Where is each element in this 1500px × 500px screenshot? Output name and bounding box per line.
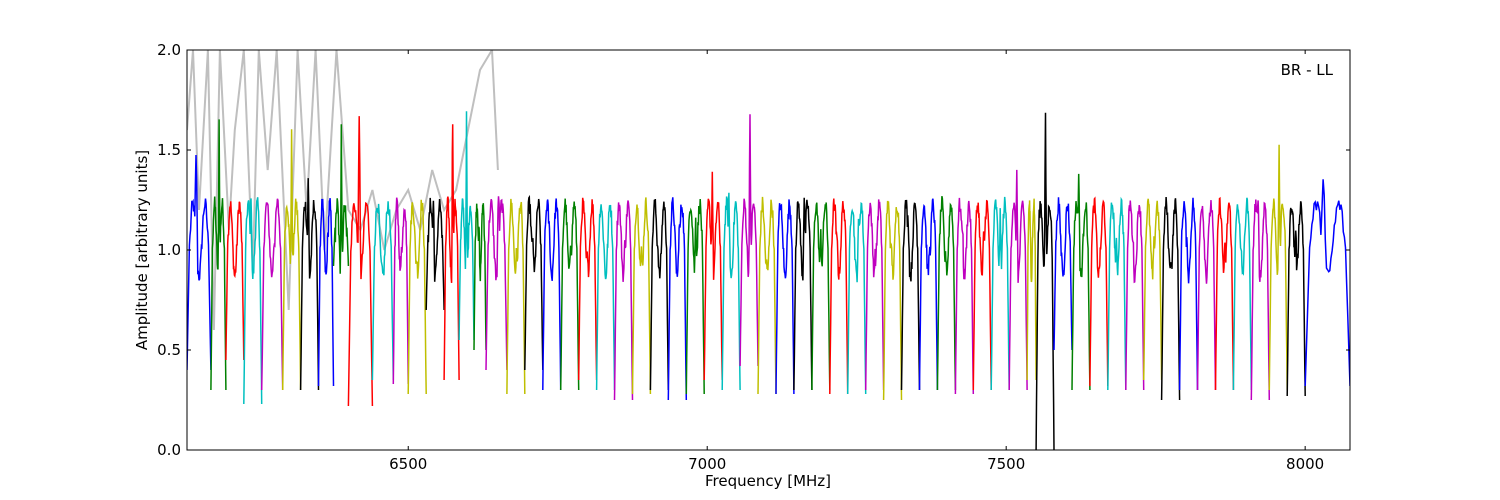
band-segment-trace [918, 198, 939, 391]
x-axis-ticks: 6500 7000 7500 8000 [389, 50, 1324, 473]
band-segment-trace [1304, 179, 1350, 387]
band-segment-trace [954, 197, 975, 395]
band-segment-trace [990, 196, 1010, 391]
band-segment-trace [882, 200, 903, 401]
band-segment-trace [225, 201, 245, 361]
band-segment-trace [846, 201, 867, 395]
band-segment-trace [458, 111, 475, 341]
band-segment-trace [473, 203, 487, 351]
band-segment-trace [1107, 196, 1127, 391]
band-segment-trace [1071, 173, 1091, 391]
band-segment-trace [1286, 201, 1306, 397]
band-segment-trace [559, 198, 580, 391]
band-segment-trace [425, 197, 445, 311]
band-segment-trace [210, 119, 227, 391]
band-segment-trace [613, 200, 634, 401]
band-segment-trace [1214, 196, 1235, 391]
x-tick-label: 8000 [1286, 455, 1324, 473]
band-segment-trace [900, 199, 921, 391]
x-tick-label: 7500 [987, 455, 1025, 473]
band-segment-trace [332, 124, 350, 274]
band-segment-trace [631, 197, 652, 395]
x-axis-label: Frequency [MHz] [705, 472, 831, 490]
band-segment-trace [1089, 196, 1109, 387]
band-segment-trace [685, 198, 705, 395]
band-segment-trace [1196, 200, 1217, 391]
band-segment-trace [1026, 198, 1037, 381]
background-trace [187, 50, 499, 331]
band-segment-trace [1250, 199, 1271, 401]
band-segment-trace [407, 199, 427, 395]
band-segment-trace [829, 198, 849, 395]
band-segment-trace [485, 196, 508, 371]
band-segment-trace [542, 198, 562, 391]
band-segment-trace [1125, 200, 1145, 391]
band-segment-trace [1053, 197, 1073, 351]
x-tick-label: 6500 [389, 455, 427, 473]
band-segment-trace [595, 204, 616, 391]
y-axis-ticks: 0.0 0.5 1.0 1.5 2.0 [157, 41, 1350, 459]
band-segment-trace [260, 198, 284, 391]
band-segment-trace [1178, 197, 1199, 391]
series-layer [187, 50, 1350, 450]
band-segment-trace [936, 195, 957, 391]
x-tick-label: 7000 [688, 455, 726, 473]
band-segment-trace [1160, 196, 1181, 401]
band-segment-trace [281, 129, 302, 391]
band-segment-trace [347, 116, 374, 407]
band-segment-trace [187, 154, 212, 371]
band-segment-trace [243, 197, 263, 405]
band-segment-trace [739, 114, 759, 367]
band-segment-trace [371, 201, 395, 381]
band-segment-trace [757, 196, 777, 395]
band-segment-trace [1268, 144, 1288, 391]
y-tick-label: 1.0 [157, 241, 181, 259]
band-segment-trace [721, 192, 741, 391]
band-segment-trace [649, 198, 670, 391]
band-segment-trace [793, 197, 813, 391]
band-segment-trace [864, 199, 885, 391]
band-segment-trace [1008, 169, 1028, 391]
panel-annotation: BR - LL [1281, 61, 1334, 79]
y-tick-label: 0.5 [157, 341, 181, 359]
band-segment-trace [1232, 197, 1253, 391]
band-segment-trace [392, 197, 409, 385]
band-segment-trace [703, 171, 723, 381]
band-segment-trace [1035, 112, 1055, 450]
band-segment-trace [667, 197, 688, 401]
band-segment-trace [811, 202, 831, 391]
band-segment-trace [1142, 198, 1163, 381]
band-segment-trace [299, 178, 320, 391]
y-tick-label: 0.0 [157, 441, 181, 459]
band-segment-trace [972, 199, 992, 391]
y-tick-label: 2.0 [157, 41, 181, 59]
band-segment-trace [775, 199, 795, 395]
y-axis-label: Amplitude [arbitrary units] [133, 150, 151, 350]
band-segment-trace [577, 197, 598, 381]
band-segment-trace [317, 198, 335, 387]
band-segment-trace [524, 194, 544, 371]
band-segment-trace [506, 198, 526, 395]
y-tick-label: 1.5 [157, 141, 181, 159]
band-segment-trace [443, 124, 460, 381]
